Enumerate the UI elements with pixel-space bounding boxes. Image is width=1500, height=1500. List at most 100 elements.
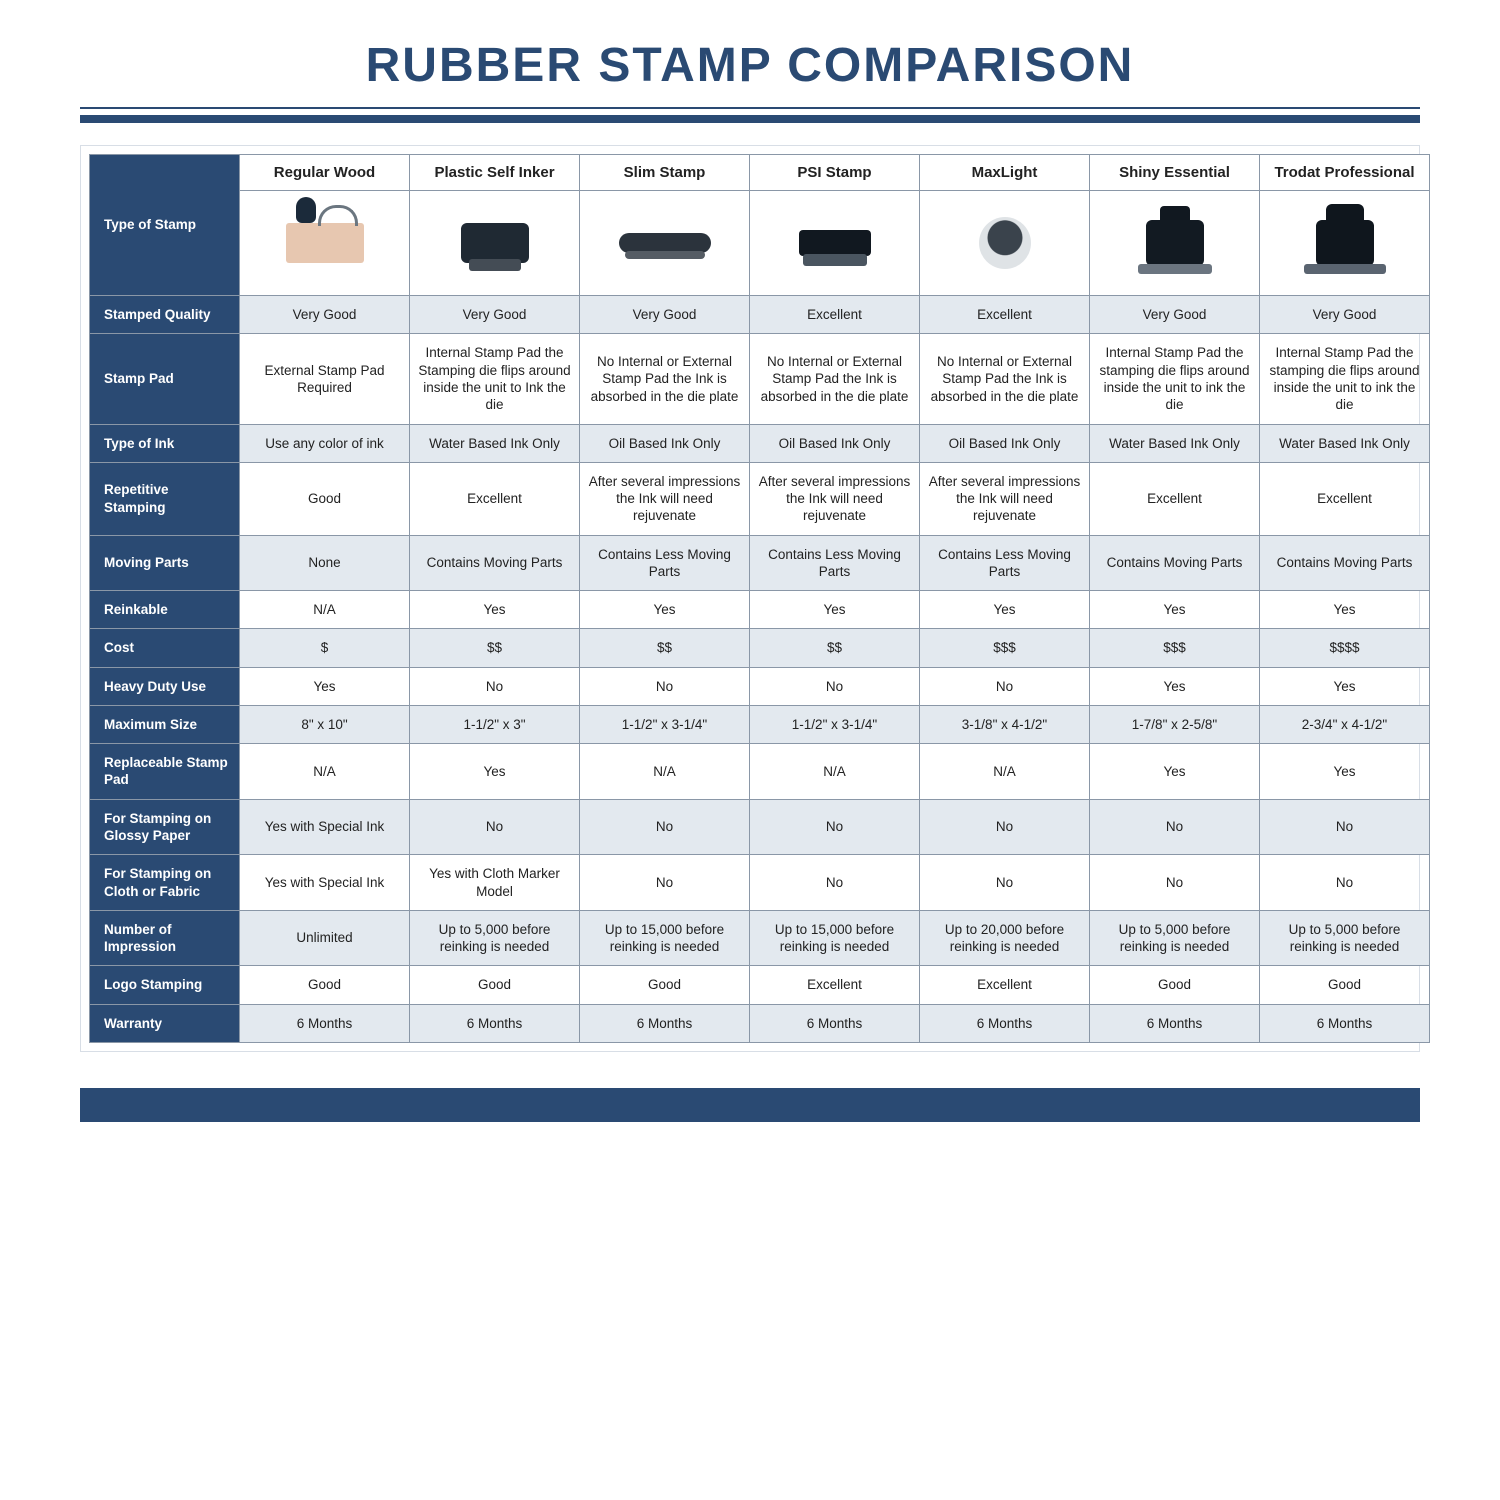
table-cell: No xyxy=(750,799,920,855)
table-row: Stamped QualityVery GoodVery GoodVery Go… xyxy=(90,296,1430,334)
table-cell: Up to 15,000 before reinking is needed xyxy=(750,910,920,966)
table-cell: Yes xyxy=(750,591,920,629)
stamp-self-inker-icon xyxy=(461,223,529,263)
table-row: Logo StampingGoodGoodGoodExcellentExcell… xyxy=(90,966,1430,1004)
table-cell: No xyxy=(580,799,750,855)
table-cell: No xyxy=(1090,855,1260,911)
table-cell: Internal Stamp Pad the stamping die flip… xyxy=(1090,334,1260,424)
table-cell: 2-3/4" x 4-1/2" xyxy=(1260,705,1430,743)
stamp-image-cell xyxy=(1260,191,1430,296)
table-cell: Contains Moving Parts xyxy=(1260,535,1430,591)
row-header: Heavy Duty Use xyxy=(90,667,240,705)
table-cell: Yes xyxy=(1090,744,1260,800)
table-cell: 8" x 10" xyxy=(240,705,410,743)
table-cell: Good xyxy=(240,462,410,535)
table-cell: N/A xyxy=(920,744,1090,800)
table-cell: 6 Months xyxy=(750,1004,920,1042)
table-cell: Yes xyxy=(1260,591,1430,629)
title-wrap: RUBBER STAMP COMPARISON xyxy=(0,0,1500,107)
table-card: Type of Stamp Regular Wood Plastic Self … xyxy=(80,145,1420,1052)
table-cell: Yes xyxy=(920,591,1090,629)
stamp-slim-icon xyxy=(619,233,711,253)
table-cell: 3-1/8" x 4-1/2" xyxy=(920,705,1090,743)
col-header: Trodat Professional xyxy=(1260,155,1430,191)
stamp-image-cell xyxy=(410,191,580,296)
table-row: Replaceable Stamp PadN/AYesN/AN/AN/AYesY… xyxy=(90,744,1430,800)
table-cell: No xyxy=(1260,855,1430,911)
table-cell: No xyxy=(1090,799,1260,855)
row-header: Maximum Size xyxy=(90,705,240,743)
table-cell: Yes xyxy=(1090,667,1260,705)
table-cell: $$$ xyxy=(920,629,1090,667)
table-cell: Yes xyxy=(580,591,750,629)
table-row: ReinkableN/AYesYesYesYesYesYes xyxy=(90,591,1430,629)
table-cell: No xyxy=(580,855,750,911)
table-cell: No xyxy=(750,855,920,911)
table-cell: Water Based Ink Only xyxy=(1260,424,1430,462)
table-cell: 6 Months xyxy=(240,1004,410,1042)
table-cell: Yes xyxy=(1090,591,1260,629)
table-cell: $$ xyxy=(750,629,920,667)
table-cell: Contains Moving Parts xyxy=(410,535,580,591)
stamp-psi-icon xyxy=(799,230,871,256)
footer-bar xyxy=(80,1088,1420,1122)
table-cell: 6 Months xyxy=(580,1004,750,1042)
stamp-image-cell xyxy=(240,191,410,296)
table-cell: No xyxy=(410,667,580,705)
stamp-trodat-icon xyxy=(1316,220,1374,266)
col-header: Shiny Essential xyxy=(1090,155,1260,191)
table-cell: Excellent xyxy=(750,296,920,334)
table-cell: Very Good xyxy=(1260,296,1430,334)
table-cell: Contains Less Moving Parts xyxy=(750,535,920,591)
table-cell: 6 Months xyxy=(1090,1004,1260,1042)
table-cell: Yes xyxy=(410,591,580,629)
table-cell: Excellent xyxy=(410,462,580,535)
table-cell: No xyxy=(580,667,750,705)
stamp-image-cell xyxy=(750,191,920,296)
table-row: For Stamping on Glossy PaperYes with Spe… xyxy=(90,799,1430,855)
table-cell: Contains Less Moving Parts xyxy=(920,535,1090,591)
table-cell: Good xyxy=(240,966,410,1004)
col-header: PSI Stamp xyxy=(750,155,920,191)
table-cell: No xyxy=(920,799,1090,855)
row-header: Warranty xyxy=(90,1004,240,1042)
table-cell: 6 Months xyxy=(920,1004,1090,1042)
table-cell: Yes with Special Ink xyxy=(240,799,410,855)
row-header: Replaceable Stamp Pad xyxy=(90,744,240,800)
row-header: For Stamping on Glossy Paper xyxy=(90,799,240,855)
table-cell: Good xyxy=(1090,966,1260,1004)
table-cell: Internal Stamp Pad the Stamping die flip… xyxy=(410,334,580,424)
table-body: Stamped QualityVery GoodVery GoodVery Go… xyxy=(90,296,1430,1043)
stamp-shiny-icon xyxy=(1146,220,1204,266)
table-cell: Internal Stamp Pad the stamping die flip… xyxy=(1260,334,1430,424)
table-cell: Up to 5,000 before reinking is needed xyxy=(1090,910,1260,966)
table-cell: Yes with Special Ink xyxy=(240,855,410,911)
table-cell: Yes xyxy=(1260,667,1430,705)
table-row: Type of InkUse any color of inkWater Bas… xyxy=(90,424,1430,462)
table-cell: No xyxy=(750,667,920,705)
table-cell: No xyxy=(1260,799,1430,855)
header-row: Type of Stamp Regular Wood Plastic Self … xyxy=(90,155,1430,191)
table-cell: No xyxy=(410,799,580,855)
table-cell: $$$ xyxy=(1090,629,1260,667)
row-header: Reinkable xyxy=(90,591,240,629)
table-cell: Very Good xyxy=(580,296,750,334)
row-header: For Stamping on Cloth or Fabric xyxy=(90,855,240,911)
table-cell: $$ xyxy=(580,629,750,667)
table-cell: Excellent xyxy=(1090,462,1260,535)
row-header: Stamp Pad xyxy=(90,334,240,424)
table-cell: Very Good xyxy=(240,296,410,334)
table-row: Warranty6 Months6 Months6 Months6 Months… xyxy=(90,1004,1430,1042)
table-cell: 1-1/2" x 3-1/4" xyxy=(580,705,750,743)
table-row: Repetitive StampingGoodExcellentAfter se… xyxy=(90,462,1430,535)
row-header: Cost xyxy=(90,629,240,667)
table-cell: Up to 20,000 before reinking is needed xyxy=(920,910,1090,966)
table-cell: None xyxy=(240,535,410,591)
table-cell: N/A xyxy=(240,744,410,800)
table-cell: Yes xyxy=(410,744,580,800)
table-cell: $$$$ xyxy=(1260,629,1430,667)
row-header: Number of Impression xyxy=(90,910,240,966)
table-row: For Stamping on Cloth or FabricYes with … xyxy=(90,855,1430,911)
title-rule-thick xyxy=(80,115,1420,123)
table-row: Maximum Size8" x 10"1-1/2" x 3"1-1/2" x … xyxy=(90,705,1430,743)
